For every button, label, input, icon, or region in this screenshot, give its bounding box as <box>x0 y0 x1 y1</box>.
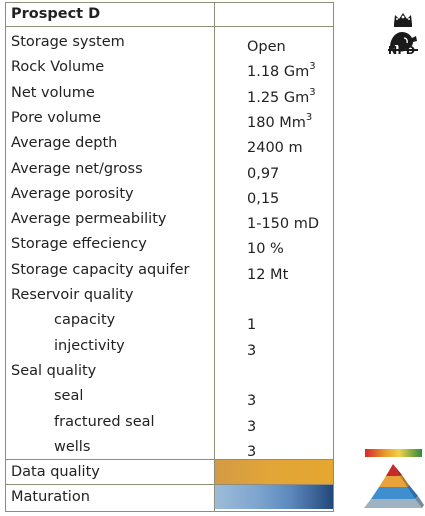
row-label: Seal quality <box>11 362 97 379</box>
row-value: 1-150 mD <box>247 207 319 237</box>
table-row: wells 3 <box>5 435 334 460</box>
row-value: 3 <box>247 384 256 414</box>
unit-exponent: 3 <box>309 61 316 73</box>
row-value-text: 0,97 <box>247 165 280 182</box>
unit-exponent: 3 <box>305 111 313 123</box>
crown-lion-emblem-icon <box>388 13 418 51</box>
table-row: Average depth 2400 m <box>5 131 334 156</box>
row-value-text: 3 <box>247 443 257 460</box>
row-value-text: 1.25 Gm <box>247 89 310 106</box>
row-separator <box>5 484 334 486</box>
row-label: Average depth <box>11 135 118 152</box>
quality-pyramid-icon <box>364 464 424 508</box>
row-value-text: 1-150 mD <box>247 215 320 232</box>
row-separator <box>5 459 334 461</box>
row-value-text: 3 <box>247 342 257 359</box>
quality-row: Data quality <box>5 460 334 485</box>
row-label: seal <box>54 388 84 405</box>
data-quality-label: Data quality <box>11 464 100 481</box>
table-row: Storage capacity aquifer 12 Mt <box>5 258 334 283</box>
row-label: Average net/gross <box>11 160 143 177</box>
row-value-text: 3 <box>247 418 257 435</box>
table-row: Average net/gross 0,97 <box>5 157 334 182</box>
row-label: injectivity <box>54 337 125 354</box>
row-label: Average porosity <box>11 185 134 202</box>
row-value-text: 1 <box>247 317 257 334</box>
table-row: Storage system Open <box>5 30 334 55</box>
row-value-text: 1.18 Gm <box>247 64 310 81</box>
row-label: wells <box>54 438 91 455</box>
header-separator <box>5 26 334 27</box>
row-value-text: 3 <box>247 393 257 410</box>
row-label: Storage capacity aquifer <box>11 261 190 278</box>
row-value: 1.18 Gm3 <box>247 55 316 85</box>
unit-exponent: 3 <box>309 86 316 98</box>
row-value-text: 2400 m <box>247 140 303 157</box>
table-row: Reservoir quality <box>5 283 334 308</box>
table-row: Seal quality <box>5 359 334 384</box>
table-row: fractured seal 3 <box>5 410 334 435</box>
row-value: 3 <box>247 410 256 440</box>
row-value: 3 <box>247 334 256 364</box>
row-value: Open <box>247 30 286 60</box>
row-value: 0,15 <box>247 182 279 212</box>
table-row: injectivity 3 <box>5 334 334 359</box>
row-value: 2400 m <box>247 131 303 161</box>
row-label: capacity <box>54 312 116 329</box>
table-row: Storage effeciency 10 % <box>5 232 334 257</box>
row-label: Storage system <box>11 34 125 50</box>
row-value: 1 <box>247 308 256 338</box>
row-value: 10 % <box>247 232 284 262</box>
maturation-label: Maturation <box>11 489 90 506</box>
row-value: 180 Mm3 <box>247 106 312 136</box>
maturation-bar <box>215 485 333 510</box>
color-scale-strip-icon <box>365 449 422 457</box>
row-label: Storage effeciency <box>11 236 147 253</box>
row-value-text: Open <box>247 38 286 55</box>
table-row: Net volume 1.25 Gm3 <box>5 81 334 106</box>
table-row: capacity 1 <box>5 308 334 333</box>
logo-text: NPD <box>388 44 416 57</box>
table-header-row: Prospect D <box>5 2 334 27</box>
row-value-text: 12 Mt <box>247 266 289 283</box>
table-row: seal 3 <box>5 384 334 409</box>
row-value-text: 180 Mm <box>247 114 306 131</box>
row-value: 0,97 <box>247 157 279 187</box>
row-label: Rock Volume <box>11 59 105 76</box>
table-row: Rock Volume 1.18 Gm3 <box>5 55 334 80</box>
row-value-text: 10 % <box>247 241 284 258</box>
table-row: Average porosity 0,15 <box>5 182 334 207</box>
row-value: 3 <box>247 435 256 465</box>
quality-row: Maturation <box>5 485 334 510</box>
row-label: Reservoir quality <box>11 287 134 303</box>
table-row: Average permeability 1-150 mD <box>5 207 334 232</box>
row-value: 12 Mt <box>247 258 288 288</box>
row-label: Net volume <box>11 84 95 101</box>
row-label: Pore volume <box>11 109 101 126</box>
row-label: Average permeability <box>11 211 167 228</box>
prospect-table <box>5 2 334 512</box>
column-divider <box>214 2 215 512</box>
row-value: 1.25 Gm3 <box>247 81 316 111</box>
table-row: Pore volume 180 Mm3 <box>5 106 334 131</box>
data-quality-bar <box>215 460 333 485</box>
row-label: fractured seal <box>54 413 155 430</box>
row-value-text: 0,15 <box>247 190 280 207</box>
prospect-title: Prospect D <box>11 6 101 22</box>
